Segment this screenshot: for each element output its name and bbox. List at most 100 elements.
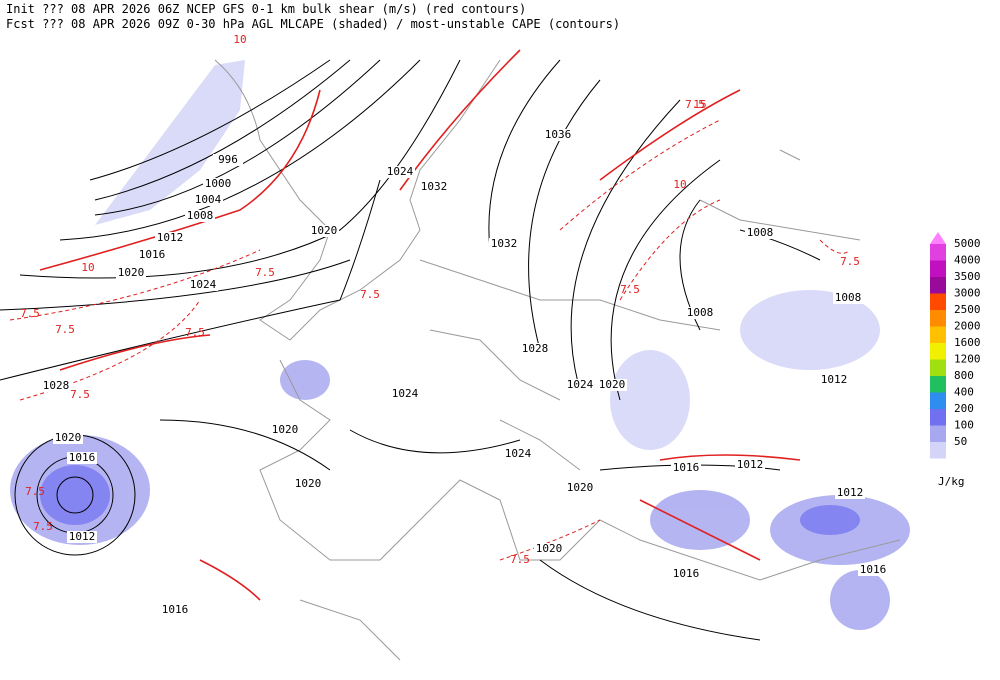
label-bg	[188, 279, 218, 291]
shear-label: 7.5	[55, 323, 75, 336]
isobar-label: 996	[218, 153, 238, 166]
label-bg	[565, 379, 595, 391]
label-bg	[293, 478, 323, 490]
label-bg	[185, 210, 215, 222]
header-line: Fcst ??? 08 APR 2026 09Z 0-30 hPa AGL ML…	[6, 17, 620, 31]
isobar-label: 1020	[536, 542, 563, 555]
label-bg	[685, 307, 715, 319]
shear-label: 7.5	[840, 255, 860, 268]
isobar-label: 1032	[491, 237, 518, 250]
shear-label: 7.5	[20, 307, 40, 320]
label-bg	[137, 249, 167, 261]
coastline	[214, 59, 501, 341]
label-bg	[160, 604, 190, 616]
isobar-label: 1032	[421, 180, 448, 193]
colorbar-swatch	[930, 392, 946, 409]
label-bg	[835, 487, 865, 499]
label-bg	[543, 129, 573, 141]
label-bg	[213, 154, 243, 166]
colorbar-label: 5000	[954, 237, 981, 250]
shear-label: 7.5	[255, 266, 275, 279]
cape-shade	[280, 360, 330, 400]
isobar-label: 1020	[295, 477, 322, 490]
label-bg	[489, 238, 519, 250]
label-bg	[309, 225, 339, 237]
isobar-label: 1024	[567, 378, 594, 391]
isobar	[89, 59, 381, 216]
colorbar-label: 3000	[954, 287, 981, 300]
isobar-label: 1024	[505, 447, 532, 460]
shading	[10, 60, 910, 630]
label-bg	[53, 432, 83, 444]
shear-label: 7.5	[620, 283, 640, 296]
label-bg	[270, 424, 300, 436]
isobar-label: 1000	[205, 177, 232, 190]
label-bg	[203, 178, 233, 190]
shear-label: 10	[233, 33, 246, 46]
isobar-label: 1020	[272, 423, 299, 436]
shear-label: 7.5	[185, 326, 205, 339]
label-bg	[534, 543, 564, 555]
shear-contour	[9, 119, 851, 561]
label-bg	[67, 452, 97, 464]
shear-contour	[39, 89, 761, 561]
label-bg	[819, 374, 849, 386]
label-bg	[858, 564, 888, 576]
cape-shade	[800, 505, 860, 535]
isobar-label: 1028	[522, 342, 549, 355]
isobar-label: 1028	[43, 379, 70, 392]
isobar-label: 1016	[69, 451, 96, 464]
border	[419, 259, 721, 471]
isobar	[570, 99, 821, 401]
coastline	[259, 359, 901, 581]
colorbar-label: 800	[954, 369, 974, 382]
label-bg	[503, 448, 533, 460]
colorbar-swatch	[930, 359, 946, 376]
label-bg	[116, 267, 146, 279]
isobar-label: 1024	[387, 165, 414, 178]
cape-shade	[95, 60, 245, 225]
isobar-label: 1008	[747, 226, 774, 239]
shear-label: 10	[81, 261, 94, 274]
isobar-label: 1024	[190, 278, 217, 291]
colorbar-label: 2000	[954, 320, 981, 333]
isobar-label: 1012	[69, 530, 96, 543]
colorbar-label: 400	[954, 386, 974, 399]
isobar-label: 1036	[545, 128, 572, 141]
isobar-label: 1016	[139, 248, 166, 261]
colorbar-label: 2500	[954, 303, 981, 316]
label-bg	[385, 166, 415, 178]
cape-shade	[740, 290, 880, 370]
isobar-label: 1020	[311, 224, 338, 237]
cape-shade	[650, 490, 750, 550]
isobar-label: 1016	[673, 461, 700, 474]
label-bg	[671, 568, 701, 580]
label-bg	[193, 194, 223, 206]
isobar-label: 1020	[567, 481, 594, 494]
isobar-label: 1008	[187, 209, 214, 222]
isobar-label: 1012	[821, 373, 848, 386]
isobar-label: 1008	[835, 291, 862, 304]
colorbar-swatch	[930, 277, 946, 294]
colorbar-swatch	[930, 343, 946, 360]
colorbar-swatch	[930, 425, 946, 442]
coastlines	[214, 59, 901, 661]
isobar-label: 1020	[118, 266, 145, 279]
isobar-label: 1020	[599, 378, 626, 391]
label-bg	[520, 343, 550, 355]
cape-shade	[40, 465, 110, 525]
colorbar-label: 1600	[954, 336, 981, 349]
isobar-label: 1024	[392, 387, 419, 400]
colorbar-label: 50	[954, 435, 967, 448]
label-bg	[41, 380, 71, 392]
contour-labels: 9961000100410081012101610201024102010241…	[20, 33, 888, 616]
isobars	[0, 59, 821, 641]
shear-label: 7.5	[25, 485, 45, 498]
isobar-label: 1004	[195, 193, 222, 206]
label-bg	[597, 379, 627, 391]
colorbar-swatch	[930, 260, 946, 277]
isobar-label: 1016	[162, 603, 189, 616]
cape-shade	[830, 570, 890, 630]
label-bg	[565, 482, 595, 494]
isobar-label: 1012	[157, 231, 184, 244]
